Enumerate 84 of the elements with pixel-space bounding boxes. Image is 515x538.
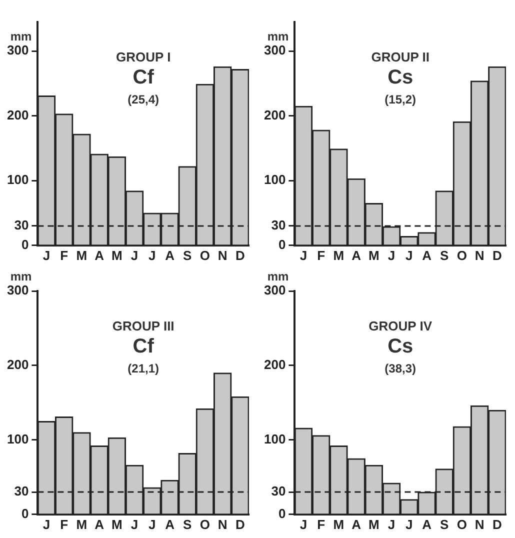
text: Cf xyxy=(132,66,154,89)
x-tick-label: J xyxy=(388,516,396,532)
x-tick-label: M xyxy=(368,248,380,263)
text: GROUP I xyxy=(116,50,171,65)
x-tick-label: A xyxy=(422,248,432,263)
y-axis-title: mm xyxy=(10,29,32,44)
y-tick-label: 0 xyxy=(278,506,286,521)
x-tick-label: N xyxy=(218,248,228,263)
x-tick-label: F xyxy=(317,516,326,532)
text: GROUP IV xyxy=(368,318,432,334)
y-axis-title: mm xyxy=(267,269,289,284)
x-tick-label: S xyxy=(440,248,450,263)
x-tick-label: F xyxy=(60,248,68,263)
y-tick-label: 300 xyxy=(6,282,29,298)
x-tick-label: J xyxy=(388,248,396,263)
x-tick-label: A xyxy=(94,516,105,532)
x-tick-label: J xyxy=(130,248,138,263)
x-tick-label: A xyxy=(352,516,362,532)
x-tick-label: J xyxy=(148,248,156,263)
annotation: (25,4) xyxy=(128,92,160,106)
y-tick-label: 30 xyxy=(271,218,286,233)
x-tick-label: D xyxy=(236,248,245,263)
y-tick-label: 0 xyxy=(278,236,286,252)
text: GROUP II xyxy=(371,50,430,65)
x-tick-label: O xyxy=(200,516,210,532)
y-tick-label: 100 xyxy=(6,172,29,188)
text: Cs xyxy=(388,336,414,358)
text: Cf xyxy=(132,336,154,358)
y-tick-label: 30 xyxy=(271,484,286,499)
x-tick-label: S xyxy=(183,248,192,263)
x-tick-label: M xyxy=(112,516,122,532)
y-axis-title: mm xyxy=(10,269,32,284)
x-tick-label: F xyxy=(60,516,68,532)
y-tick-label: 30 xyxy=(14,218,29,233)
x-tick-label: J xyxy=(406,516,413,532)
annotation: (38,3) xyxy=(384,361,416,376)
y-tick-label: 200 xyxy=(6,107,29,122)
x-tick-label: N xyxy=(218,516,228,532)
x-tick-label: F xyxy=(317,248,326,263)
y-tick-label: 100 xyxy=(6,432,29,447)
x-tick-label: D xyxy=(236,516,245,532)
annotation: (15,2) xyxy=(384,92,416,106)
y-tick-label: 0 xyxy=(21,236,29,252)
x-tick-label: M xyxy=(76,516,88,532)
y-tick-label: 30 xyxy=(14,484,29,499)
x-tick-label: D xyxy=(492,248,502,263)
text: GROUP III xyxy=(112,318,174,334)
annotation: (21,1) xyxy=(128,361,160,376)
y-tick-label: 100 xyxy=(264,172,286,188)
x-tick-label: S xyxy=(183,516,192,532)
x-tick-label: J xyxy=(300,248,308,263)
x-tick-label: O xyxy=(456,248,468,263)
x-tick-label: O xyxy=(456,516,468,532)
y-tick-label: 300 xyxy=(264,282,286,298)
y-tick-label: 300 xyxy=(264,42,286,58)
x-tick-label: M xyxy=(76,248,88,263)
x-tick-label: A xyxy=(165,516,176,532)
x-tick-label: N xyxy=(474,248,484,263)
x-tick-label: A xyxy=(165,248,176,263)
y-tick-label: 200 xyxy=(264,357,286,372)
y-tick-label: 200 xyxy=(6,357,29,372)
x-tick-label: D xyxy=(492,516,502,532)
y-tick-label: 200 xyxy=(264,107,286,122)
y-axis-title: mm xyxy=(267,29,289,44)
x-tick-label: J xyxy=(406,248,413,263)
y-tick-label: 100 xyxy=(264,432,286,447)
x-tick-label: M xyxy=(368,516,380,532)
x-tick-label: A xyxy=(352,248,362,263)
x-tick-label: S xyxy=(440,516,450,532)
x-tick-label: M xyxy=(333,248,344,263)
x-tick-label: J xyxy=(42,516,50,532)
text: Cs xyxy=(388,66,414,89)
x-tick-label: M xyxy=(333,516,344,532)
y-tick-label: 300 xyxy=(6,42,29,58)
x-tick-label: A xyxy=(422,516,432,532)
x-tick-label: N xyxy=(474,516,484,532)
x-tick-label: M xyxy=(112,248,122,263)
x-tick-label: J xyxy=(300,516,308,532)
y-tick-label: 0 xyxy=(21,506,29,521)
x-tick-label: J xyxy=(148,516,156,532)
x-tick-label: A xyxy=(94,248,105,263)
x-tick-label: O xyxy=(200,248,210,263)
x-tick-label: J xyxy=(130,516,138,532)
x-tick-label: J xyxy=(42,248,50,263)
